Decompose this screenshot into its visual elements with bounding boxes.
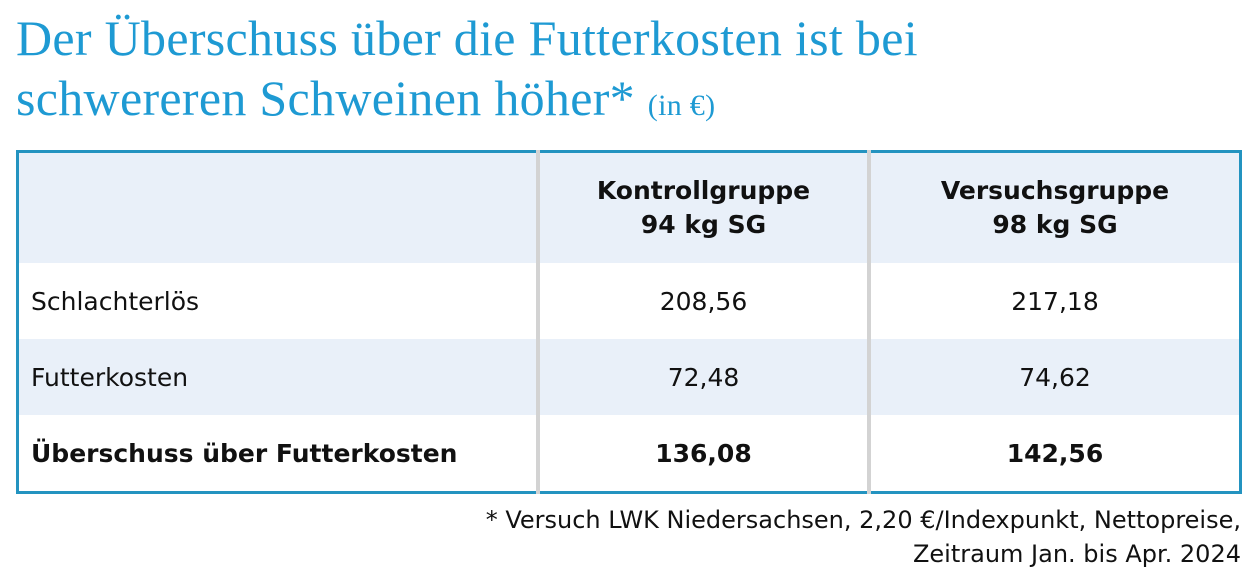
cell-kontroll: 208,56 <box>536 263 869 339</box>
table-header-row: Kontrollgruppe 94 kg SG Versuchsgruppe 98 … <box>17 151 1241 263</box>
comparison-table: Kontrollgruppe 94 kg SG Versuchsgruppe 98 … <box>16 150 1242 494</box>
table-row: Futterkosten 72,48 74,62 <box>17 339 1241 415</box>
header-empty <box>17 151 538 263</box>
row-label: Schlachterlös <box>31 286 200 316</box>
header-sublabel: 94 kg SG <box>640 210 767 239</box>
header-versuchsgruppe: Versuchsgruppe 98 kg SG <box>867 151 1241 263</box>
cell-versuch: 142,56 <box>867 415 1241 493</box>
row-label: Futterkosten <box>17 339 538 415</box>
header-label: Kontrollgruppe <box>596 176 811 205</box>
title-line-1: Der Überschuss über die Futterkosten ist… <box>16 10 918 66</box>
title-line-2: schwereren Schweinen höher* (in €) <box>16 68 918 136</box>
footnote-line-2: Zeitraum Jan. bis Apr. 2024 <box>912 540 1241 568</box>
cell-versuch: 217,18 <box>867 263 1241 339</box>
cell-kontroll: 136,08 <box>536 415 869 493</box>
row-label: Überschuss über Futterkosten <box>31 438 458 468</box>
cell-kontroll: 72,48 <box>536 339 869 415</box>
footnote-line-1: * Versuch LWK Niedersachsen, 2,20 €/Inde… <box>485 506 1241 534</box>
header-kontrollgruppe: Kontrollgruppe 94 kg SG <box>536 151 869 263</box>
title-text: schwereren Schweinen höher* <box>16 70 635 126</box>
header-sublabel: 98 kg SG <box>992 210 1118 239</box>
footnote: * Versuch LWK Niedersachsen, 2,20 €/Inde… <box>486 503 1241 571</box>
table-row: Schlachterlös 208,56 217,18 <box>18 263 1241 339</box>
page-title: Der Überschuss über die Futterkosten ist… <box>16 8 918 136</box>
title-unit: (in €) <box>647 89 716 122</box>
table-row-total: Überschuss über Futterkosten 136,08 142,… <box>18 415 1241 493</box>
cell-versuch: 74,62 <box>867 339 1241 415</box>
header-label: Versuchsgruppe <box>940 176 1170 205</box>
